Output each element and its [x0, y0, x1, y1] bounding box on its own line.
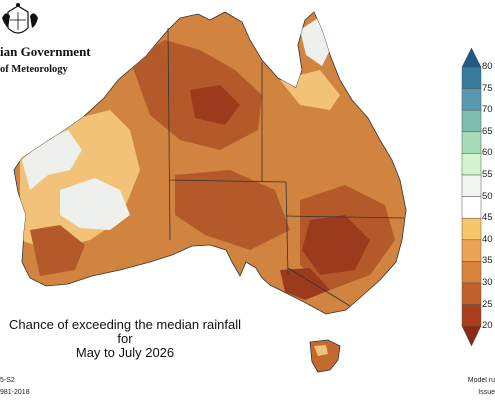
legend-tick-label: 45 [482, 212, 493, 224]
legend-tick-label: 50 [482, 190, 493, 202]
legend-tick-label: 20 [482, 320, 493, 332]
map-caption: Chance of exceeding the median rainfall … [0, 318, 250, 360]
legend-tick-label: 70 [482, 104, 493, 116]
tasmania [309, 339, 341, 373]
legend-tick-label: 55 [482, 169, 493, 180]
caption-line-2: May to July 2026 [75, 345, 175, 360]
legend-tick-label: 35 [482, 255, 493, 267]
footer-right-2: Issue [478, 389, 495, 396]
zone-20-25 [302, 215, 370, 275]
footer-right-1: Model ru [467, 377, 495, 384]
legend-tick-label: 60 [482, 147, 493, 159]
zone-45-55 [22, 130, 82, 190]
zone-30-35 [30, 225, 85, 276]
zone-45-55 [60, 178, 130, 230]
footer-left-1: 5-S2 [0, 377, 15, 384]
legend-tick-label: 25 [482, 298, 493, 310]
tasmania-light-zone [314, 345, 328, 356]
legend-tick-label: 40 [482, 233, 493, 245]
government-name: ian Government [0, 44, 91, 59]
footer-left-2: 981-2018 [0, 389, 30, 396]
coat-of-arms-logo [2, 3, 38, 34]
probability-zones [20, 18, 395, 300]
legend-tick-label: 65 [482, 125, 493, 137]
legend-tick-label: 75 [482, 82, 493, 94]
caption-line-1: Chance of exceeding the median rainfall … [9, 317, 241, 346]
zone-30-35 [175, 170, 290, 250]
bureau-name: of Meteorology [0, 64, 68, 75]
zone-20-25 [190, 85, 240, 125]
legend-tick-label: 80 [482, 61, 493, 72]
legend-tick-label: 30 [482, 277, 493, 288]
state-borders [167, 27, 405, 307]
zone-20-25 [280, 268, 330, 300]
